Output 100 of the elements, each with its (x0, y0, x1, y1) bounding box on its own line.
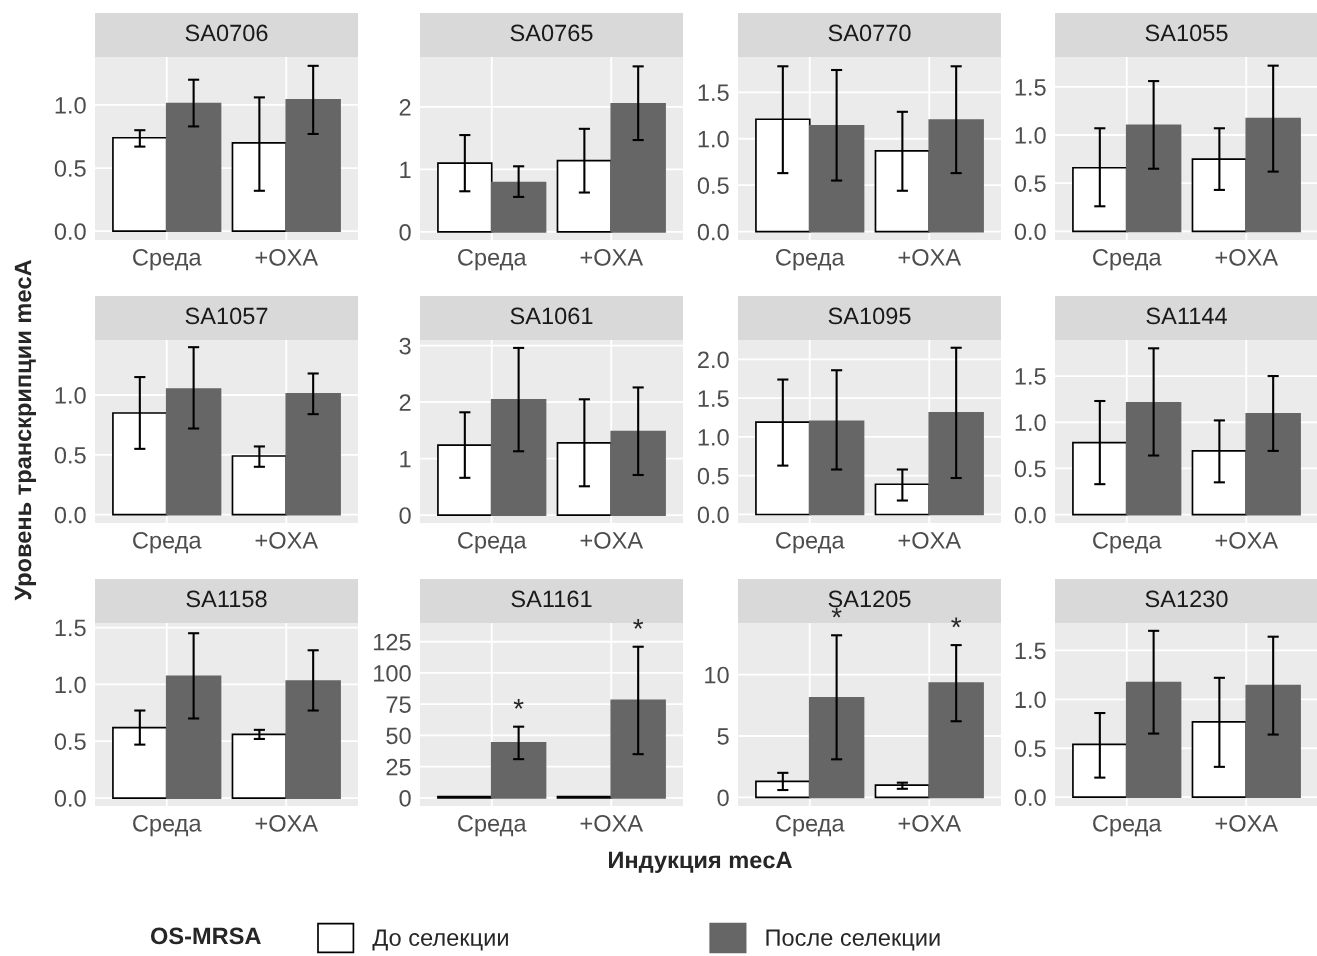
x-tick-label: +OXA (255, 531, 319, 549)
legend-title: OS-MRSA (150, 927, 261, 945)
chart-title: SA1095 (828, 307, 911, 325)
y-tick-label: 0.5 (697, 177, 729, 194)
y-tick-label: 2.0 (698, 351, 729, 369)
bar (285, 392, 341, 516)
x-tick-label: +OXA (1215, 531, 1279, 549)
x-tick-label: Среда (133, 531, 202, 554)
y-tick-label: 0.0 (54, 506, 86, 524)
y-tick-label: 0.5 (54, 446, 86, 464)
y-tick-label: 1.5 (698, 390, 729, 407)
bar (1245, 117, 1301, 233)
bar (490, 399, 547, 516)
bar (808, 420, 865, 516)
chart-title: SA1061 (510, 307, 593, 325)
y-tick-label: 1.0 (698, 130, 729, 148)
bar (928, 682, 984, 799)
annotation: * (951, 617, 962, 628)
y-tick-label: 1.5 (698, 84, 729, 102)
annotation: * (513, 699, 524, 709)
bar (808, 124, 865, 233)
y-tick-label: 1 (400, 450, 411, 468)
y-tick-label: 2 (399, 99, 411, 116)
y-tick-label: 0 (399, 507, 411, 524)
y-tick-label: 0.0 (1014, 789, 1046, 806)
x-tick-label: +OXA (1215, 248, 1279, 266)
bar (165, 388, 222, 516)
y-tick-label: 1 (400, 161, 411, 178)
y-tick-label: 125 (374, 633, 411, 651)
y-tick-label: 50 (386, 727, 411, 745)
x-tick-label: +OXA (898, 814, 962, 832)
y-tick-label: 10 (705, 666, 729, 684)
bar (1125, 681, 1182, 799)
x-tick-label: +OXA (898, 531, 962, 549)
bar (610, 699, 666, 799)
y-tick-label: 0.5 (1014, 460, 1046, 478)
chart-title: SA1144 (1146, 307, 1227, 325)
y-tick-label: 1.0 (55, 676, 86, 694)
y-tick-label: 0.0 (54, 223, 86, 240)
y-tick-label: 100 (374, 665, 411, 682)
y-tick-label: 0.5 (1014, 740, 1046, 758)
bar (928, 412, 984, 516)
y-tick-label: 5 (717, 728, 729, 745)
legend-label: До селекции (372, 929, 508, 951)
y-tick-label: 1.0 (1015, 691, 1046, 709)
bar (1125, 402, 1182, 516)
bar (490, 742, 547, 799)
legend-label: После селекции (766, 929, 940, 951)
x-tick-label: Среда (133, 814, 202, 837)
x-tick-label: +OXA (580, 814, 644, 832)
y-tick-label: 2 (399, 394, 411, 411)
x-tick-label: +OXA (255, 248, 319, 266)
bar (1245, 684, 1301, 799)
y-tick-label: 0.0 (1014, 506, 1046, 524)
x-tick-label: Среда (1093, 814, 1162, 837)
y-tick-label: 0.5 (54, 733, 86, 750)
y-tick-label: 1.0 (1015, 127, 1046, 144)
bar (165, 675, 222, 799)
y-tick-label: 1.0 (55, 97, 86, 114)
x-tick-label: Среда (133, 248, 202, 271)
chart-title: SA1161 (511, 590, 592, 608)
y-tick-label: 1.5 (1015, 79, 1046, 96)
chart-title: SA1055 (1145, 24, 1228, 42)
chart-title: SA1230 (1145, 590, 1228, 608)
x-tick-label: +OXA (1215, 814, 1279, 832)
x-tick-label: Среда (776, 531, 845, 554)
y-tick-label: 3 (399, 337, 411, 355)
annotation: * (633, 619, 644, 629)
chart-title: SA1158 (186, 590, 267, 608)
bar (490, 181, 547, 233)
x-axis-title: Индукция mecA (609, 851, 792, 874)
x-tick-label: +OXA (898, 248, 962, 266)
chart-title: SA0706 (185, 24, 268, 42)
chart-title: SA1205 (828, 590, 911, 608)
bar (610, 430, 666, 516)
y-tick-label: 1.5 (1015, 642, 1046, 660)
x-tick-label: +OXA (580, 248, 644, 266)
x-tick-label: Среда (458, 531, 527, 554)
y-tick-label: 0.0 (1014, 223, 1046, 241)
y-tick-label: 0.5 (697, 467, 729, 485)
y-tick-label: 1.5 (55, 619, 86, 637)
text: * (831, 607, 842, 618)
y-tick-label: 1.0 (698, 429, 729, 446)
y-tick-label: 0 (399, 223, 411, 241)
x-tick-label: Среда (458, 814, 527, 837)
y-tick-label: 0.5 (54, 160, 86, 177)
chart-title: SA1057 (185, 307, 268, 325)
x-tick-label: Среда (776, 814, 845, 837)
x-tick-label: Среда (776, 248, 845, 271)
x-tick-label: +OXA (255, 814, 319, 832)
bar (808, 697, 865, 799)
x-tick-label: +OXA (580, 531, 644, 549)
y-tick-label: 75 (386, 696, 411, 713)
bar (610, 103, 666, 233)
bar (928, 119, 984, 233)
y-tick-label: 0.0 (54, 790, 86, 807)
y-tick-label: 0.0 (697, 223, 729, 241)
chart-title: SA0770 (828, 24, 911, 42)
x-tick-label: Среда (1093, 248, 1162, 271)
bar (165, 102, 222, 233)
